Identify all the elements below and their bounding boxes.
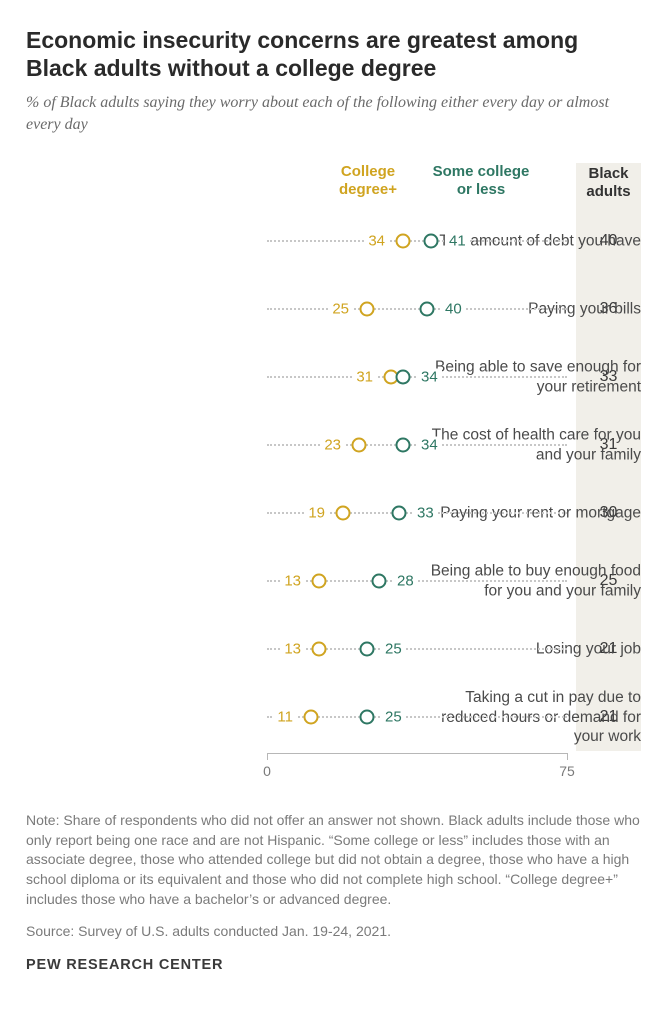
value-some-college: 40: [441, 301, 466, 318]
value-college: 11: [273, 709, 297, 726]
marker-college: [336, 506, 351, 521]
value-college: 31: [352, 369, 377, 386]
source-line: Source: Survey of U.S. adults conducted …: [26, 923, 641, 939]
row-plot: 13 28: [267, 547, 567, 615]
row-guide-line: [267, 240, 567, 242]
marker-some-college: [360, 642, 375, 657]
data-row: Being able to save enough for your retir…: [26, 343, 641, 411]
value-some-college: 34: [417, 369, 442, 386]
axis-tick: [267, 753, 268, 760]
axis-tick-label: 75: [559, 763, 575, 779]
value-some-college: 25: [381, 641, 406, 658]
marker-college: [352, 438, 367, 453]
data-row: The cost of health care for you and your…: [26, 411, 641, 479]
chart-subtitle: % of Black adults saying they worry abou…: [26, 92, 626, 135]
data-row: Paying your bills2540: [26, 275, 641, 343]
row-plot: 34 41: [267, 207, 567, 275]
row-plot: 1933: [267, 479, 567, 547]
data-row: Losing your job1325: [26, 615, 641, 683]
row-guide-line: [267, 308, 567, 310]
marker-some-college: [372, 574, 387, 589]
data-row: Being able to buy enough food for you an…: [26, 547, 641, 615]
row-plot: 11 25: [267, 683, 567, 751]
axis-tick: [567, 753, 568, 760]
publisher-logo: PEW RESEARCH CENTER: [26, 957, 641, 973]
row-plot: 13 25: [267, 615, 567, 683]
marker-some-college: [424, 234, 439, 249]
value-college: 34: [364, 233, 389, 250]
value-some-college: 33: [413, 505, 438, 522]
marker-college: [360, 302, 375, 317]
rows-container: The amount of debt you have3441Paying yo…: [26, 207, 641, 751]
row-plot: 31 34: [267, 343, 567, 411]
x-axis: 075: [267, 753, 567, 787]
marker-college: [312, 642, 327, 657]
chart-title: Economic insecurity concerns are greates…: [26, 26, 606, 82]
marker-some-college: [392, 506, 407, 521]
marker-college: [312, 574, 327, 589]
footnote: Note: Share of respondents who did not o…: [26, 811, 641, 909]
marker-some-college: [396, 370, 411, 385]
value-college: 13: [280, 573, 305, 590]
marker-college: [304, 710, 319, 725]
value-some-college: 41: [445, 233, 470, 250]
marker-college: [396, 234, 411, 249]
value-some-college: 28: [393, 573, 418, 590]
value-some-college: 25: [381, 709, 406, 726]
axis-tick-label: 0: [263, 763, 271, 779]
value-college: 13: [280, 641, 305, 658]
value-college: 25: [328, 301, 353, 318]
data-row: The amount of debt you have3441: [26, 207, 641, 275]
marker-some-college: [420, 302, 435, 317]
value-some-college: 34: [417, 437, 442, 454]
row-plot: 25 40: [267, 275, 567, 343]
dot-plot-chart: Black adults 4036333130252121 College de…: [26, 163, 641, 787]
axis-line: [267, 753, 567, 754]
marker-some-college: [396, 438, 411, 453]
row-plot: 23 34: [267, 411, 567, 479]
legend-college: College degree+: [323, 163, 413, 198]
data-row: Paying your rent or mortgage1933: [26, 479, 641, 547]
chart-page: Economic insecurity concerns are greates…: [0, 0, 667, 993]
data-row: Taking a cut in pay due to reduced hours…: [26, 683, 641, 751]
legend-some-college: Some college or less: [421, 163, 541, 198]
value-college: 19: [304, 505, 329, 522]
value-college: 23: [320, 437, 345, 454]
legend-row: College degree+Some college or less: [26, 163, 641, 207]
marker-some-college: [360, 710, 375, 725]
